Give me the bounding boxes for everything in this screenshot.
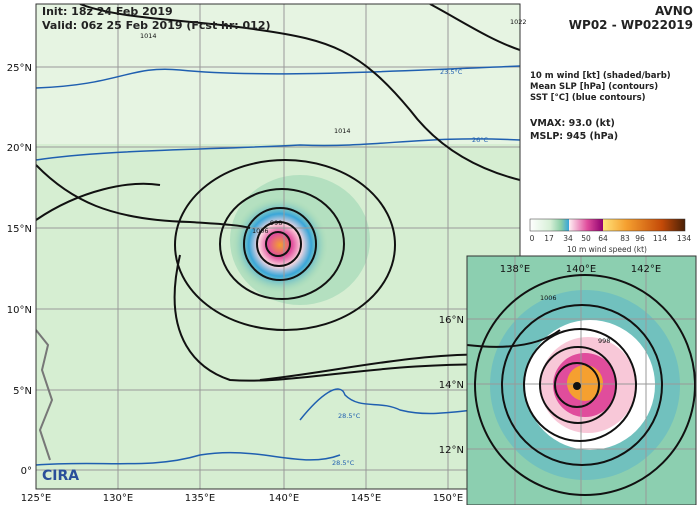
svg-text:135°E: 135°E: [185, 493, 215, 504]
svg-text:114: 114: [653, 234, 668, 243]
sst-label: 28.5°C: [332, 459, 355, 467]
valid-time: Valid: 06z 25 Feb 2019 (Fcst hr: 012): [42, 19, 271, 32]
cira-logo: CIRA: [42, 468, 79, 484]
inset-map: [467, 256, 696, 505]
init-time: Init: 18z 24 Feb 2019: [42, 5, 173, 18]
legend-wind: 10 m wind [kt] (shaded/barb): [530, 71, 671, 81]
svg-text:96: 96: [635, 234, 645, 243]
svg-text:17: 17: [544, 234, 554, 243]
gridlines: [36, 4, 520, 489]
slp-label: 1022: [510, 18, 527, 26]
svg-text:125°E: 125°E: [21, 493, 51, 504]
svg-text:134: 134: [677, 234, 692, 243]
sst-label: 23.5°C: [440, 68, 463, 76]
slp-label: 1014: [140, 32, 157, 40]
svg-text:138°E: 138°E: [500, 264, 530, 275]
svg-text:140°E: 140°E: [566, 264, 596, 275]
main-map-frame: [35, 3, 521, 490]
main-map: [36, 4, 520, 489]
svg-text:142°E: 142°E: [631, 264, 661, 275]
slp-label: 998: [270, 219, 282, 227]
vmax: VMAX: 93.0 (kt): [530, 118, 615, 129]
svg-text:25°N: 25°N: [7, 63, 32, 74]
sst-label: 26°C: [472, 136, 489, 144]
svg-text:50: 50: [581, 234, 591, 243]
svg-text:10°N: 10°N: [7, 305, 32, 316]
svg-text:15°N: 15°N: [7, 224, 32, 235]
svg-text:64: 64: [598, 234, 608, 243]
colorbar-ticks: 0 17 34 50 64 83 96 114 134 10 m wind speed (kt): [530, 234, 692, 254]
model-name: AVNO: [654, 4, 693, 18]
colorbar: [529, 218, 686, 232]
coastline: [36, 329, 54, 461]
svg-text:0: 0: [530, 234, 535, 243]
svg-text:145°E: 145°E: [351, 493, 381, 504]
mslp: MSLP: 945 (hPa): [530, 131, 619, 142]
lat-axis: 0° 5°N 10°N 15°N 20°N 25°N: [7, 63, 32, 477]
inset-frame: [466, 255, 697, 505]
svg-text:130°E: 130°E: [103, 493, 133, 504]
sst-contours: [36, 65, 520, 466]
legend-sst: SST [°C] (blue contours): [530, 93, 646, 103]
slp-label: 1014: [334, 127, 351, 135]
sst-label: 28.5°C: [338, 412, 361, 420]
colorbar-label: 10 m wind speed (kt): [567, 245, 647, 254]
svg-text:16°N: 16°N: [439, 315, 464, 326]
svg-text:140°E: 140°E: [269, 493, 299, 504]
svg-text:150°E: 150°E: [433, 493, 463, 504]
svg-text:998: 998: [598, 337, 610, 345]
slp-label: 1006: [252, 227, 269, 235]
svg-text:12°N: 12°N: [439, 445, 464, 456]
storm-center-marker: [573, 382, 581, 390]
svg-text:20°N: 20°N: [7, 143, 32, 154]
svg-text:14°N: 14°N: [439, 380, 464, 391]
storm-wind-core: [232, 197, 328, 293]
svg-text:83: 83: [620, 234, 630, 243]
svg-text:5°N: 5°N: [13, 386, 32, 397]
lon-axis: 125°E 130°E 135°E 140°E 145°E 150°E: [21, 493, 463, 504]
legend-slp: Mean SLP [hPa] (contours): [530, 82, 659, 92]
storm-id: WP02 - WP022019: [568, 18, 693, 32]
svg-text:1006: 1006: [540, 294, 557, 302]
svg-text:34: 34: [563, 234, 573, 243]
svg-text:0°: 0°: [21, 466, 32, 477]
